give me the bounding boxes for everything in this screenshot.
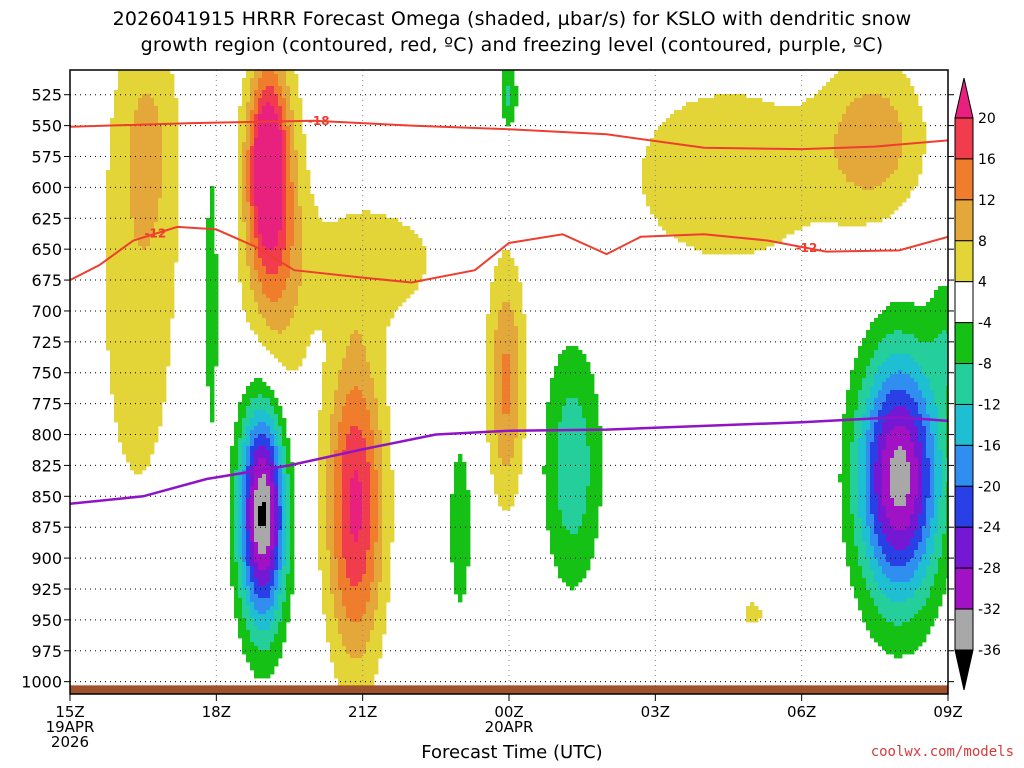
y-tick-label: 675 xyxy=(31,271,62,290)
colorbar-bin xyxy=(954,77,974,119)
colorbar-label: -36 xyxy=(978,643,1001,659)
colorbar-label: 4 xyxy=(978,275,987,291)
x-tick-label: 09Z xyxy=(933,703,962,721)
colorbar-bin xyxy=(954,158,974,201)
y-tick-label: 825 xyxy=(31,456,62,475)
y-tick-label: 975 xyxy=(31,642,62,661)
colorbar-bin xyxy=(954,322,974,365)
x-tick-label: 20APR xyxy=(485,718,534,736)
colorbar-label: -28 xyxy=(978,561,1001,577)
colorbar-bin xyxy=(954,649,974,691)
y-tick-label: 800 xyxy=(31,426,62,445)
colorbar-bin xyxy=(954,117,974,160)
y-tick-label: 775 xyxy=(31,395,62,414)
x-tick-label: 00Z xyxy=(494,703,523,721)
colorbar-label: 20 xyxy=(978,111,996,127)
colorbar-bin xyxy=(954,240,974,283)
y-tick-label: 650 xyxy=(31,240,62,259)
colorbar-bin xyxy=(954,485,974,528)
x-tick-label: 06Z xyxy=(787,703,816,721)
y-tick-label: 950 xyxy=(31,611,62,630)
dgz-label-minus18: -18 xyxy=(308,114,330,128)
colorbar-label: -12 xyxy=(978,397,1001,413)
y-tick-label: 900 xyxy=(31,549,62,568)
x-tick-label: 18Z xyxy=(202,703,231,721)
x-tick-label: 15Z xyxy=(55,703,84,721)
colorbar-bin xyxy=(954,199,974,242)
y-tick-label: 550 xyxy=(31,117,62,136)
y-tick-label: 575 xyxy=(31,147,62,166)
colorbar-label: -32 xyxy=(978,602,1001,618)
y-tick-label: 725 xyxy=(31,333,62,352)
y-tick-label: 750 xyxy=(31,364,62,383)
y-tick-label: 925 xyxy=(31,580,62,599)
ground-surface xyxy=(70,685,948,694)
y-tick-label: 850 xyxy=(31,487,62,506)
x-axis-label: Forecast Time (UTC) xyxy=(421,742,603,763)
colorbar-bin xyxy=(954,567,974,610)
colorbar-label: -24 xyxy=(978,520,1001,536)
colorbar-bin xyxy=(954,444,974,487)
colorbar-bin xyxy=(954,526,974,569)
y-tick-label: 700 xyxy=(31,302,62,321)
colorbar-bin xyxy=(954,281,974,324)
x-tick-label: 03Z xyxy=(641,703,670,721)
x-tick-label: 2026 xyxy=(51,733,89,751)
y-tick-label: 1000 xyxy=(21,673,62,692)
dgz-contour-minus12 xyxy=(70,225,948,284)
colorbar-label: -4 xyxy=(978,316,992,332)
colorbar-label: 16 xyxy=(978,152,996,168)
chart-title-line1: 2026041915 HRRR Forecast Omega (shaded, … xyxy=(112,8,912,30)
y-tick-label: 625 xyxy=(31,209,62,228)
site-credit: coolwx.com/models xyxy=(870,744,1014,760)
colorbar-label: 8 xyxy=(978,234,987,250)
colorbar-bin xyxy=(954,363,974,405)
colorbar-label: -20 xyxy=(978,479,1001,495)
colorbar-label: 12 xyxy=(978,193,996,209)
chart-title-line2: growth region (contoured, red, ºC) and f… xyxy=(140,34,884,56)
colorbar-label: -8 xyxy=(978,357,992,373)
x-tick-label: 21Z xyxy=(348,703,377,721)
colorbar-bin xyxy=(954,608,974,651)
dgz-label-minus12-left: -12 xyxy=(145,227,167,241)
y-tick-label: 875 xyxy=(31,518,62,537)
dgz-label-minus12-right: -12 xyxy=(796,241,818,255)
x-tick-label: 19APR xyxy=(46,718,95,736)
dgz-contour-minus18 xyxy=(70,119,948,151)
freezing-level-contour xyxy=(70,415,948,505)
y-tick-label: 600 xyxy=(31,178,62,197)
colorbar-bin xyxy=(954,403,974,446)
colorbar-label: -16 xyxy=(978,438,1001,454)
y-tick-label: 525 xyxy=(31,86,62,105)
